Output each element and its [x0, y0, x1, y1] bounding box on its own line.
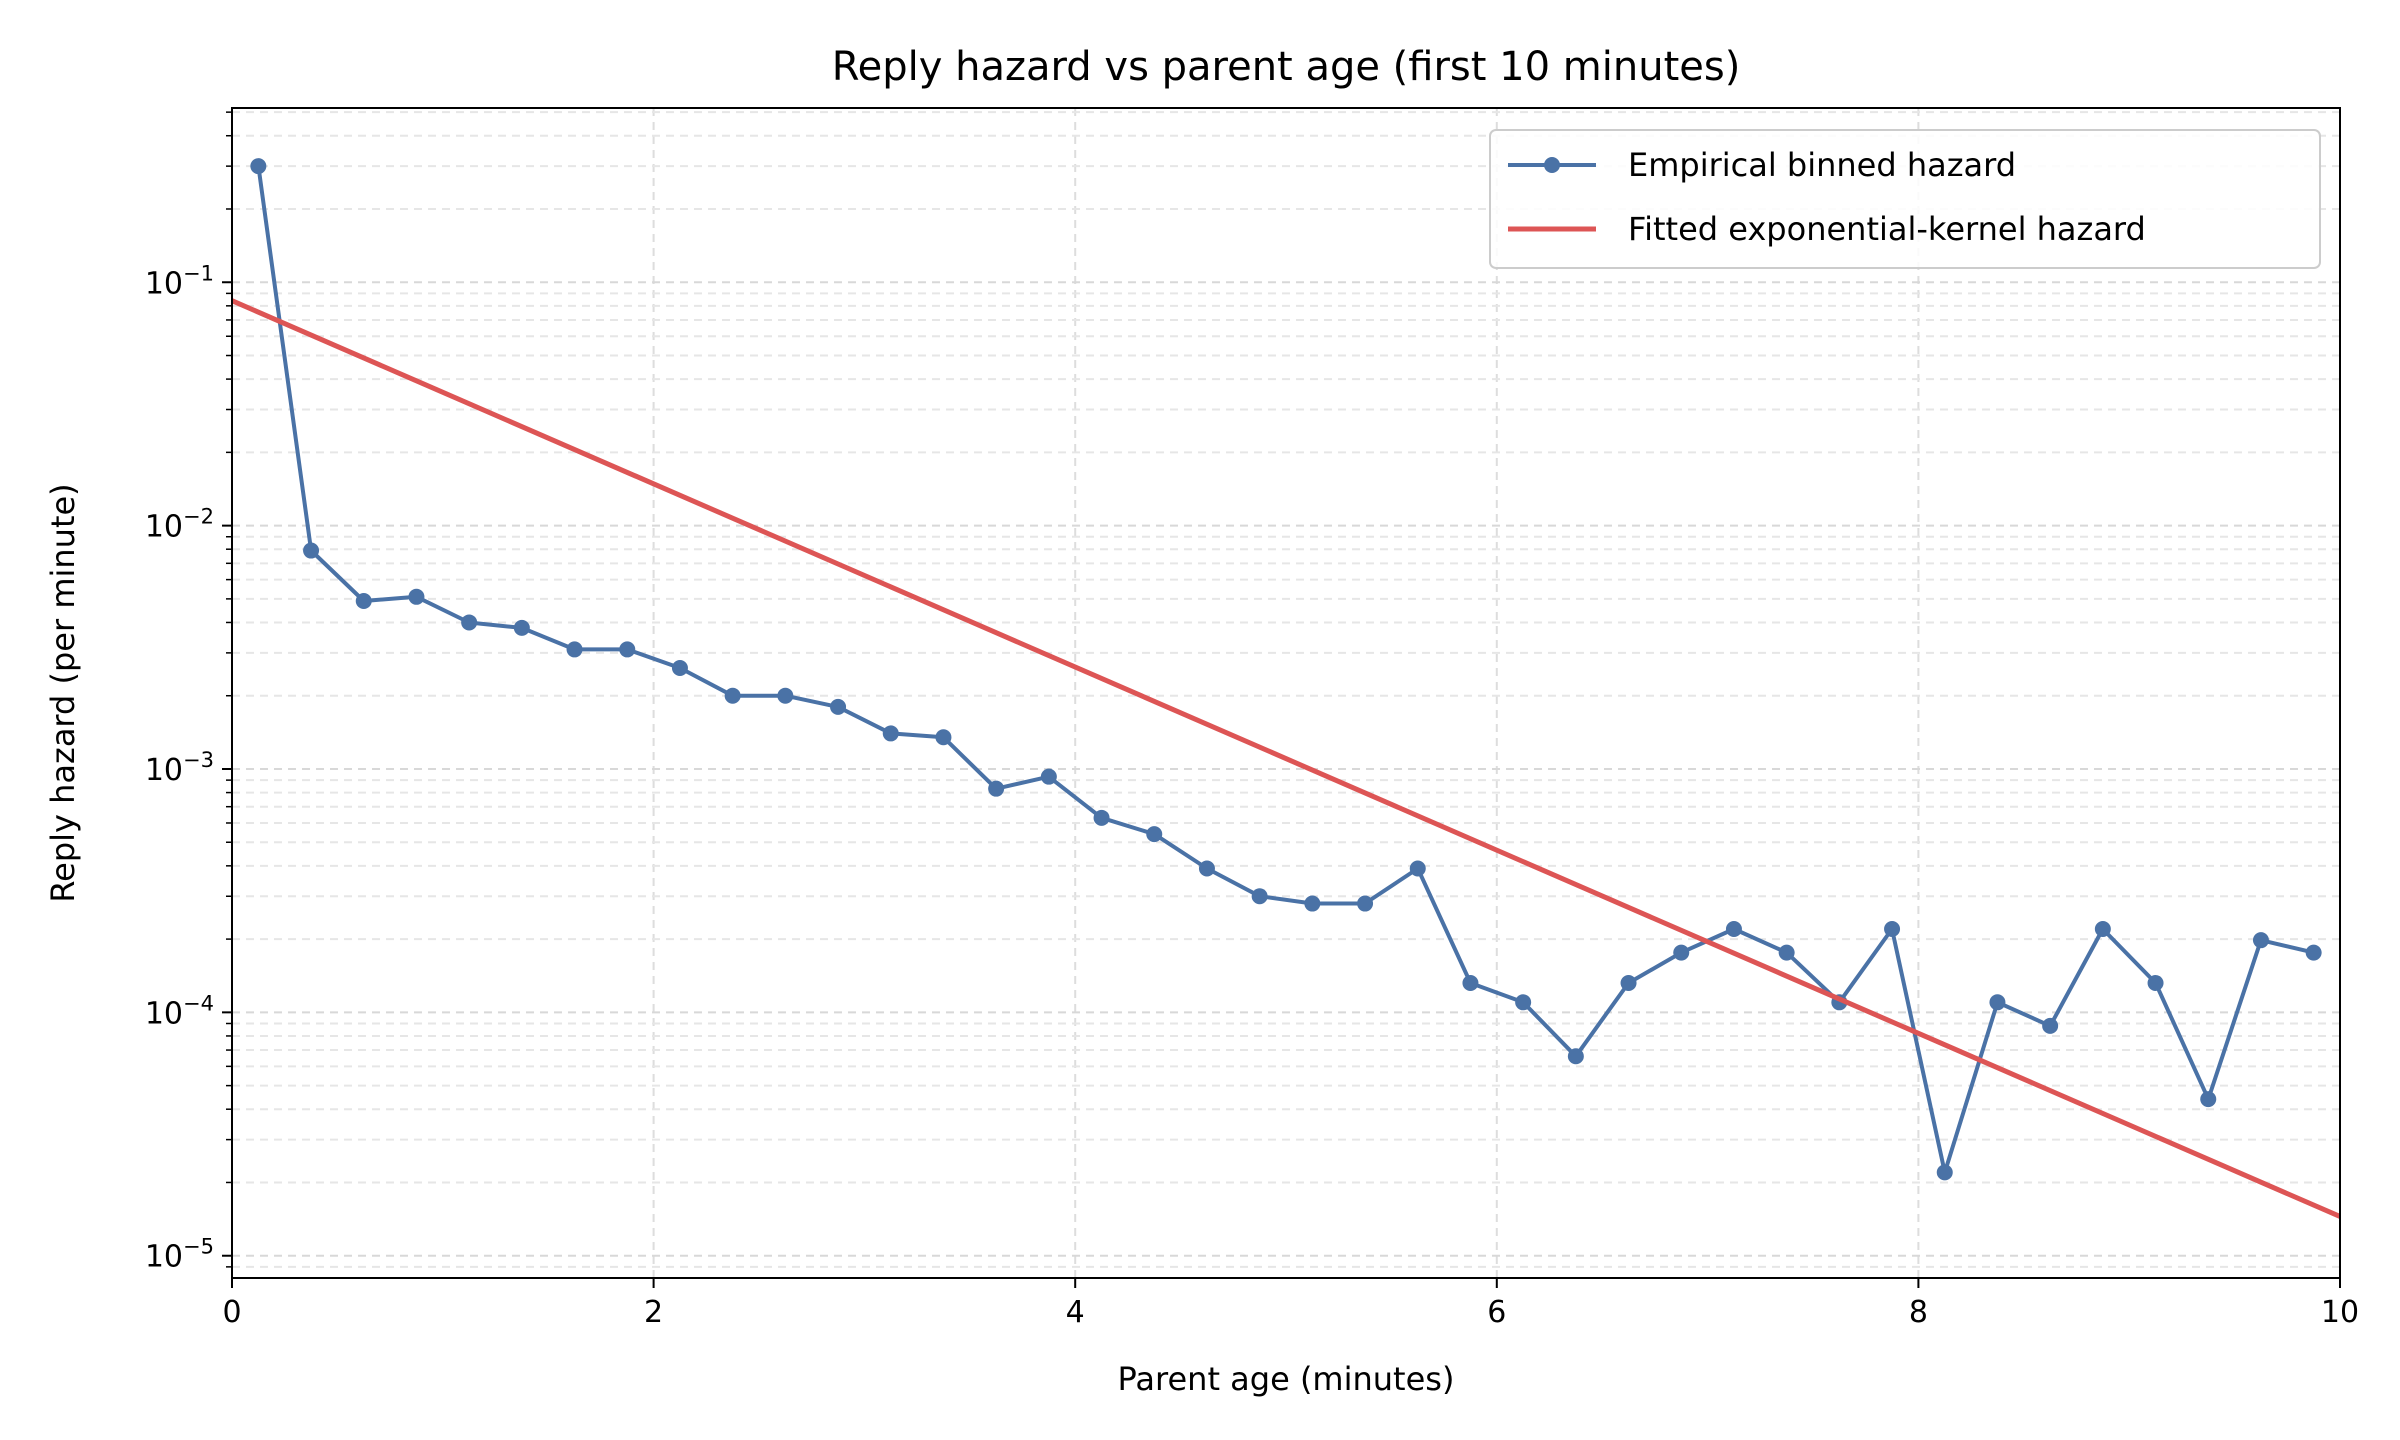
- empirical-hazard-point: [2305, 944, 2322, 961]
- empirical-hazard-point: [935, 729, 952, 746]
- legend: Empirical binned hazard Fitted exponenti…: [1489, 129, 2321, 269]
- empirical-hazard-point: [1040, 768, 1057, 785]
- empirical-hazard-point: [1673, 944, 1690, 961]
- y-tick-label: 10−3: [145, 748, 214, 788]
- empirical-hazard-point: [1357, 895, 1374, 912]
- empirical-hazard-point: [988, 780, 1005, 797]
- empirical-hazard-point: [355, 593, 372, 610]
- empirical-hazard-point: [2200, 1091, 2217, 1108]
- empirical-hazard-point: [724, 687, 741, 704]
- empirical-hazard-point: [461, 614, 478, 631]
- legend-box: [1489, 129, 2321, 269]
- x-tick-label: 4: [1066, 1295, 1085, 1330]
- empirical-hazard-line: [256, 165, 2315, 1175]
- legend-label-fitted: Fitted exponential-kernel hazard: [1628, 210, 2146, 248]
- y-axis: 10−5 10−4 10−3 10−2 10−1: [145, 111, 232, 1275]
- empirical-hazard-point: [1515, 994, 1532, 1011]
- empirical-hazard-point: [1620, 975, 1637, 992]
- legend-label-empirical: Empirical binned hazard: [1628, 146, 2016, 184]
- empirical-hazard-point: [830, 698, 847, 715]
- empirical-hazard-point: [1567, 1048, 1584, 1065]
- y-tick-label: 10−4: [145, 991, 214, 1031]
- y-tick-label: 10−1: [145, 261, 214, 301]
- empirical-hazard-point: [671, 659, 688, 676]
- y-tick-label: 10−5: [145, 1235, 214, 1275]
- x-axis: 0 2 4 6 8 10: [222, 1278, 2359, 1330]
- x-tick-label: 6: [1487, 1295, 1506, 1330]
- empirical-hazard-point: [303, 542, 320, 559]
- legend-marker-empirical: [1544, 157, 1560, 173]
- empirical-hazard-point: [408, 588, 425, 605]
- x-tick-label: 10: [2321, 1295, 2359, 1330]
- empirical-hazard-point: [1093, 809, 1110, 826]
- plot-frame: [231, 107, 2341, 1279]
- x-tick-label: 0: [222, 1295, 241, 1330]
- y-axis-label: Reply hazard (per minute): [44, 483, 82, 902]
- empirical-hazard-point: [1778, 944, 1795, 961]
- empirical-hazard-point: [1462, 975, 1479, 992]
- plot-background: [232, 108, 2340, 1278]
- empirical-hazard-point: [1251, 888, 1268, 905]
- series-layer: [232, 158, 2340, 1219]
- empirical-hazard-point: [566, 641, 583, 658]
- empirical-hazard-point: [513, 619, 530, 636]
- empirical-hazard-point: [1936, 1164, 1953, 1181]
- empirical-hazard-point: [1304, 895, 1321, 912]
- chart-title: Reply hazard vs parent age (first 10 min…: [832, 44, 1741, 90]
- empirical-hazard-point: [619, 641, 636, 658]
- empirical-hazard-point: [1409, 860, 1426, 877]
- x-tick-label: 8: [1909, 1295, 1928, 1330]
- empirical-hazard-point: [1884, 921, 1901, 938]
- empirical-hazard-point: [1198, 860, 1215, 877]
- x-axis-label: Parent age (minutes): [1118, 1360, 1455, 1398]
- empirical-hazard-point: [1725, 921, 1742, 938]
- empirical-hazard-point: [777, 687, 794, 704]
- empirical-hazard-point: [2094, 921, 2111, 938]
- x-tick-label: 2: [644, 1295, 663, 1330]
- fitted-hazard-line: [232, 298, 2340, 1219]
- empirical-hazard-point: [250, 158, 267, 175]
- empirical-hazard-point: [882, 725, 899, 742]
- empirical-hazard-point: [2252, 932, 2269, 949]
- empirical-hazard-point: [1146, 826, 1163, 843]
- empirical-hazard-point: [2147, 975, 2164, 992]
- empirical-hazard-point: [2042, 1017, 2059, 1034]
- empirical-hazard-point: [1989, 994, 2006, 1011]
- y-tick-label: 10−2: [145, 505, 214, 545]
